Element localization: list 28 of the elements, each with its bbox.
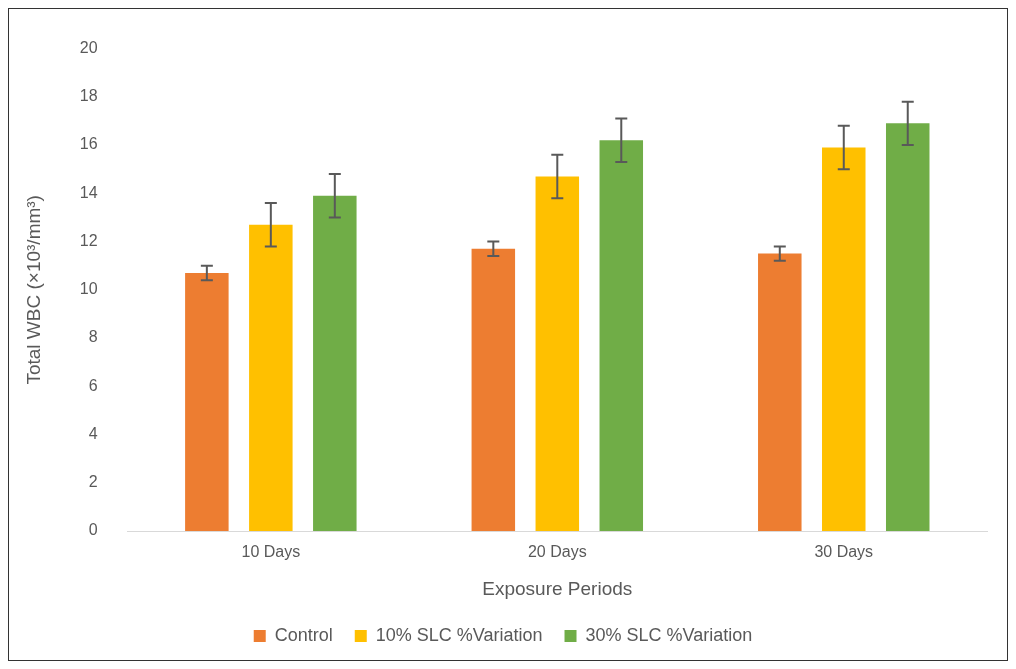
y-axis-title: Total WBC (×10³/mm³): [22, 195, 44, 385]
x-tick-label: 30 Days: [814, 543, 874, 561]
legend-label: 30% SLC %Variation: [585, 624, 753, 645]
y-tick-label: 20: [79, 39, 98, 57]
y-tick-label: 0: [88, 521, 98, 539]
bar: [885, 123, 930, 531]
x-axis-title: Exposure Periods: [482, 577, 633, 599]
bar: [249, 224, 293, 531]
bar: [535, 176, 580, 531]
y-tick-label: 6: [88, 376, 98, 394]
y-tick-label: 16: [79, 135, 98, 153]
bar: [313, 195, 357, 531]
bar: [822, 147, 866, 531]
y-tick-label: 8: [88, 328, 98, 346]
y-tick-label: 4: [88, 424, 98, 442]
y-tick-label: 2: [88, 473, 98, 491]
bar: [758, 253, 802, 531]
y-tick-label: 18: [79, 87, 98, 105]
y-tick-label: 14: [79, 183, 98, 201]
legend-label: 10% SLC %Variation: [375, 624, 543, 645]
x-tick-label: 10 Days: [241, 543, 301, 561]
x-tick-label: 20 Days: [527, 543, 587, 561]
bar: [599, 140, 644, 531]
bar: [185, 272, 229, 531]
y-tick-label: 10: [79, 280, 98, 298]
legend-label: Control: [274, 624, 333, 645]
y-tick-label: 12: [79, 231, 98, 249]
bar: [471, 248, 516, 531]
